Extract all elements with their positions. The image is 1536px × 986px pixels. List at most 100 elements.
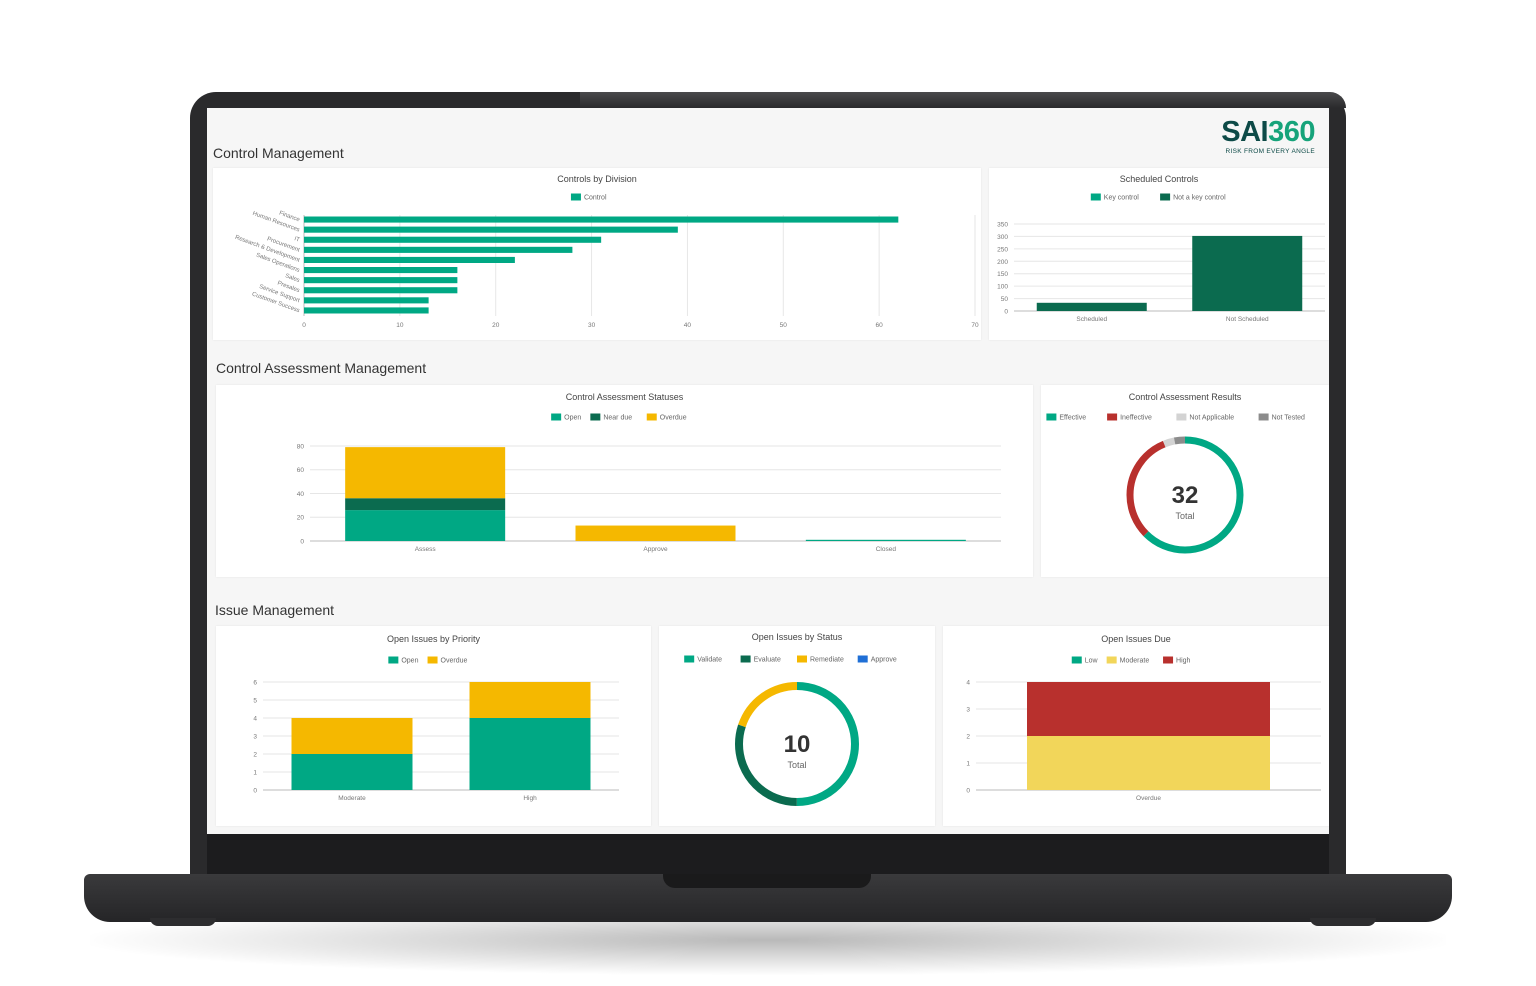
x-tick-label: 40	[684, 322, 692, 329]
dashboard-screen: SAI360 RISK FROM EVERY ANGLE Control Man…	[207, 108, 1329, 834]
chart-title: Scheduled Controls	[1119, 174, 1199, 184]
legend-swatch-effective	[1046, 413, 1057, 421]
legend-label-not-a-key-control: Not a key control	[1173, 195, 1226, 202]
bar-not-scheduled-not-a-key-control	[1192, 235, 1303, 311]
bar-moderate-open	[291, 754, 413, 790]
legend-label-control: Control	[584, 195, 607, 202]
legend-swatch-open	[551, 413, 562, 421]
y-tick-label: 1	[253, 770, 257, 777]
legend-swatch-low	[1071, 656, 1082, 664]
y-tick-label: 2	[966, 734, 970, 741]
chart-control-assessment-results: Effective Ineffective Not Applicable Not Te…	[1046, 413, 1305, 554]
x-tick-label: High	[523, 795, 537, 802]
legend-label-overdue: Overdue	[660, 415, 687, 422]
bar-assess-overdue	[345, 447, 506, 499]
bar-presales	[304, 287, 458, 294]
bar-high-overdue	[469, 682, 591, 718]
legend-label-open: Open	[401, 658, 418, 665]
bar-research-development	[304, 256, 515, 263]
chart-open-issues-due: Low Moderate High 0 1 2 3 4 Overdue	[966, 656, 1321, 802]
legend-label-near-due: Near due	[603, 415, 632, 422]
legend-label-ineffective: Ineffective	[1120, 415, 1152, 422]
legend-swatch-control	[570, 193, 581, 201]
x-tick-label: Scheduled	[1076, 316, 1107, 323]
bar-approve-overdue	[575, 525, 736, 541]
bar-closed-open	[805, 539, 966, 541]
x-tick-label: Approve	[643, 546, 668, 553]
y-tick-label: 4	[966, 680, 970, 687]
section-title-control-management: Control Management	[213, 145, 344, 161]
y-tick-label: 2	[253, 752, 257, 759]
x-tick-label: Closed	[876, 546, 897, 553]
section-title-issue-management: Issue Management	[215, 602, 335, 618]
laptop-foot-left	[150, 918, 216, 926]
category-label: IT	[293, 236, 300, 244]
y-tick-label: 4	[253, 716, 257, 723]
y-tick-label: 250	[997, 246, 1008, 253]
laptop-foot-right	[1310, 918, 1376, 926]
y-tick-label: 350	[997, 222, 1008, 229]
card-open-issues-due: Open Issues Due Low Moderate High 0 1 2 3 4 Over…	[943, 626, 1329, 826]
legend-swatch-overdue	[646, 413, 657, 421]
legend-swatch-overdue	[427, 656, 438, 664]
bar-overdue-moderate	[1027, 736, 1270, 790]
y-tick-label: 0	[1004, 309, 1008, 316]
chart-title: Open Issues by Status	[751, 632, 843, 642]
x-tick-label: Moderate	[338, 795, 366, 802]
donut-total-label: Total	[787, 760, 806, 770]
legend-label-not-applicable: Not Applicable	[1189, 415, 1234, 422]
y-tick-label: 20	[297, 515, 305, 522]
y-tick-label: 40	[297, 491, 305, 498]
y-tick-label: 200	[997, 259, 1008, 266]
bar-service-support	[304, 297, 429, 304]
legend-swatch-key-control	[1090, 193, 1101, 201]
y-tick-label: 80	[297, 443, 305, 450]
legend-swatch-open	[388, 656, 399, 664]
x-tick-label: 20	[492, 322, 500, 329]
section-title-control-assessment-management: Control Assessment Management	[216, 360, 427, 376]
chart-title: Open Issues Due	[1101, 634, 1171, 644]
screen-bezel-chin	[207, 834, 1329, 874]
bar-sales	[304, 277, 458, 284]
donut-total-value: 10	[784, 731, 811, 758]
bar-human-resources	[304, 226, 678, 233]
x-tick-label: 30	[588, 322, 596, 329]
bar-moderate-overdue	[291, 718, 413, 754]
category-label: Sales	[284, 273, 300, 284]
card-scheduled-controls: Scheduled Controls Key control Not a key …	[989, 168, 1329, 340]
x-tick-label: 70	[971, 322, 979, 329]
y-tick-label: 0	[253, 788, 257, 795]
legend-label-evaluate: Evaluate	[754, 657, 781, 664]
chart-open-issues-by-status: Validate Evaluate Remediate Approve 10 Total	[684, 655, 897, 806]
legend-label-key-control: Key control	[1104, 195, 1139, 202]
card-controls-by-division: Controls by Division Control 0 10 20 30 40 50 6…	[213, 168, 981, 340]
donut-total-value: 32	[1172, 482, 1199, 509]
card-open-issues-by-status: Open Issues by Status Validate Evaluate Re…	[659, 626, 935, 826]
y-tick-label: 1	[966, 761, 970, 768]
x-tick-label: 10	[396, 322, 404, 329]
legend-swatch-evaluate	[740, 655, 751, 663]
legend-swatch-not-a-key-control	[1160, 193, 1171, 201]
legend-swatch-not-tested	[1258, 413, 1269, 421]
y-tick-label: 3	[966, 707, 970, 714]
bar-assess-near-due	[345, 498, 506, 511]
y-tick-label: 5	[253, 698, 257, 705]
legend-label-approve: Approve	[871, 657, 897, 664]
card-control-assessment-results: Control Assessment Results Effective Inef…	[1041, 385, 1329, 577]
logo-wordmark: SAI360	[1221, 116, 1315, 148]
legend-swatch-moderate	[1106, 656, 1117, 664]
legend-label-low: Low	[1085, 658, 1099, 665]
y-tick-label: 3	[253, 734, 257, 741]
bar-sales-operations	[304, 267, 458, 274]
y-tick-label: 50	[1001, 296, 1009, 303]
sai360-logo[interactable]: SAI360 RISK FROM EVERY ANGLE	[1221, 116, 1315, 156]
bar-finance	[304, 216, 899, 223]
y-tick-label: 60	[297, 467, 305, 474]
donut-slice-remediate	[735, 682, 859, 806]
bar-high-open	[469, 718, 591, 790]
legend-swatch-validate	[684, 655, 695, 663]
legend-label-not-tested: Not Tested	[1272, 415, 1305, 422]
legend-label-validate: Validate	[697, 657, 722, 664]
legend-swatch-approve	[857, 655, 868, 663]
